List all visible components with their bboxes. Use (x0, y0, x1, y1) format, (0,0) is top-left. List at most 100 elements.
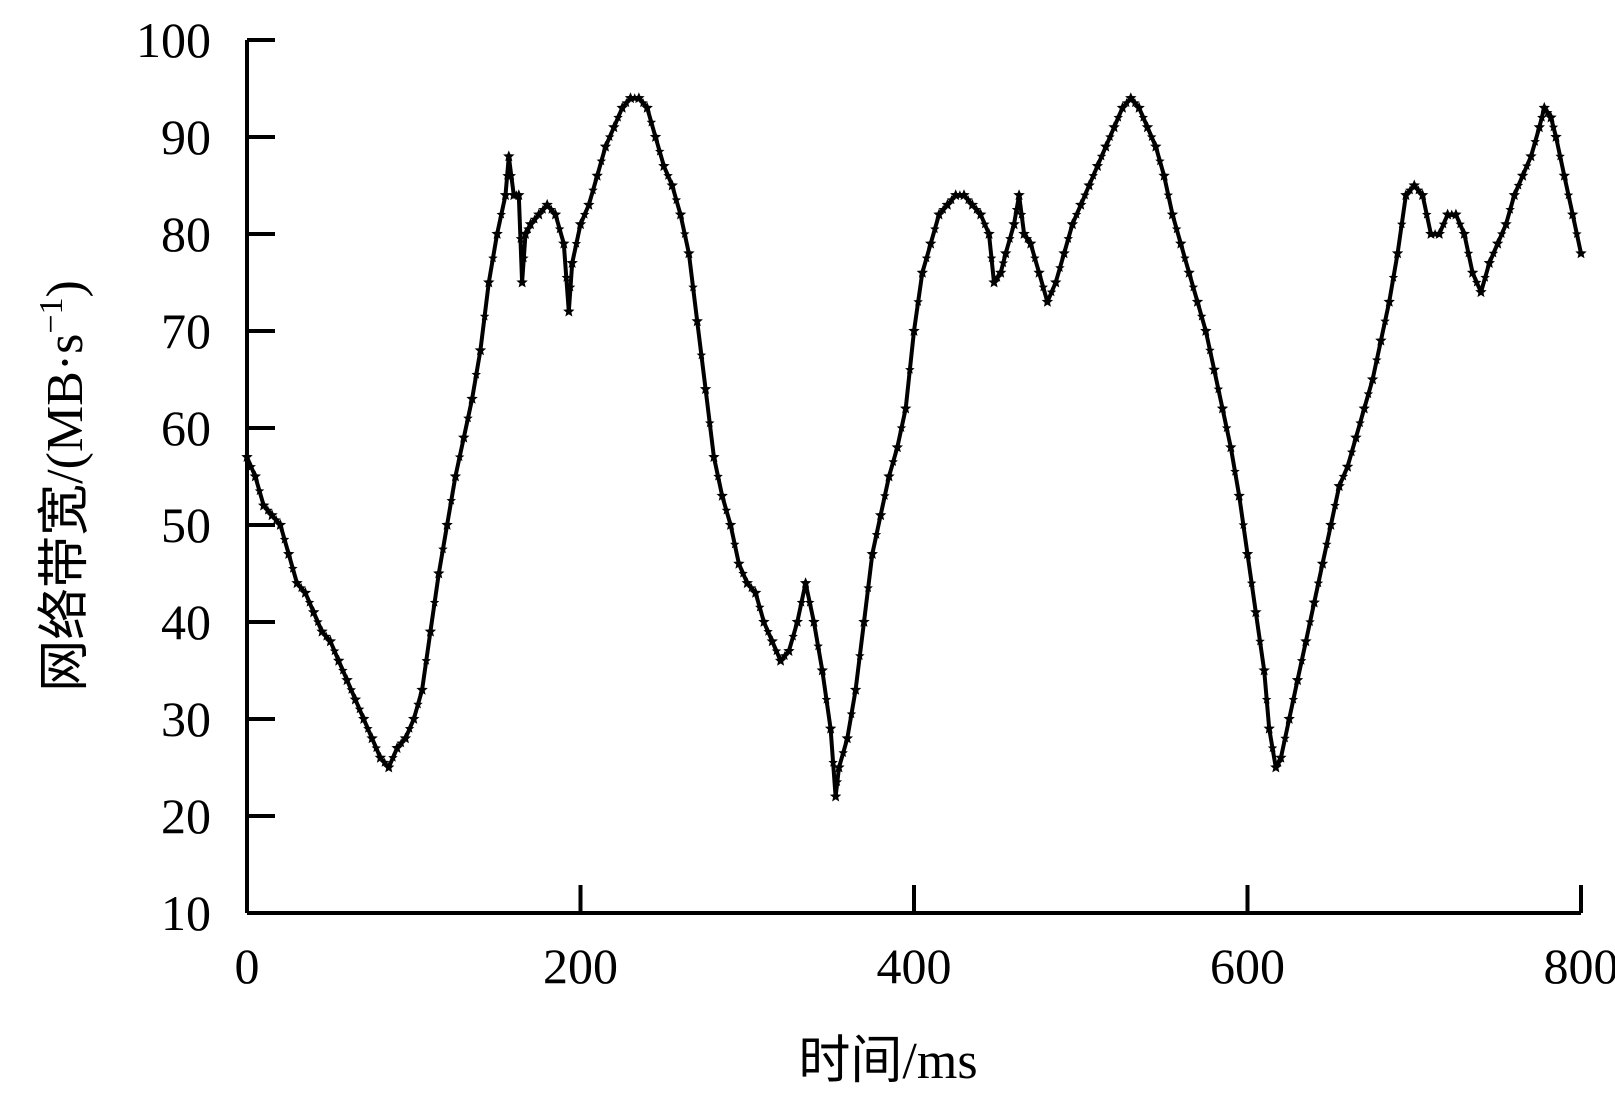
data-point-marker (971, 204, 982, 214)
data-point-marker (1025, 237, 1037, 249)
data-point-marker (933, 208, 945, 220)
data-point-marker (1533, 121, 1545, 133)
data-point-marker (888, 456, 898, 466)
data-point-marker (1075, 198, 1087, 210)
data-point-marker (1530, 136, 1540, 146)
data-point-marker (788, 631, 798, 641)
data-point-marker (374, 751, 387, 763)
data-point-marker (519, 228, 532, 239)
data-point-marker (1466, 266, 1479, 278)
data-point-marker (855, 651, 865, 660)
data-point-marker (925, 237, 937, 249)
data-point-marker (1338, 471, 1349, 481)
y-tick-label: 90 (161, 109, 211, 165)
data-point-marker (1105, 132, 1115, 141)
y-tick-label: 20 (161, 788, 211, 844)
data-point-marker (324, 635, 337, 647)
data-point-marker (796, 597, 807, 607)
data-point-marker (749, 586, 762, 598)
x-tick-label: 0 (235, 938, 260, 994)
data-point-marker (1483, 257, 1495, 268)
data-point-marker (579, 209, 590, 219)
data-point-marker (708, 451, 720, 462)
data-point-marker (655, 146, 665, 156)
data-point-marker (1513, 180, 1524, 190)
data-point-marker (674, 208, 687, 220)
data-point-marker (1341, 460, 1354, 472)
data-point-marker (291, 577, 303, 589)
data-point-marker (1166, 208, 1179, 220)
data-point-marker (299, 586, 312, 598)
data-point-marker (866, 548, 878, 559)
y-tick-label: 60 (161, 400, 211, 456)
data-point-marker (1267, 743, 1278, 753)
data-point-marker (458, 431, 470, 443)
data-point-marker (799, 577, 812, 589)
x-tick-label: 800 (1544, 938, 1615, 994)
data-point-marker (1096, 151, 1107, 161)
data-point-marker (566, 257, 578, 268)
data-point-marker (523, 224, 533, 234)
data-point-marker (1372, 355, 1382, 365)
data-point-marker (921, 253, 932, 263)
data-point-marker (554, 224, 565, 234)
data-point-marker (1548, 122, 1559, 132)
data-point-marker (546, 204, 557, 214)
data-point-marker (621, 98, 632, 108)
data-point-marker (896, 423, 907, 432)
data-point-marker (1208, 363, 1220, 375)
data-point-marker (1091, 160, 1104, 171)
data-point-marker (633, 92, 645, 104)
data-point-marker (1313, 578, 1324, 588)
data-point-marker (1191, 295, 1204, 307)
data-point-marker (1322, 539, 1332, 549)
data-point-marker (1380, 316, 1390, 326)
data-point-marker (1567, 208, 1579, 220)
data-point-marker (1008, 218, 1020, 230)
data-point-marker (396, 738, 406, 748)
data-point-marker (388, 752, 398, 762)
data-point-marker (716, 489, 728, 501)
data-point-marker (1375, 334, 1387, 346)
data-point-marker (1516, 169, 1529, 181)
data-point-marker (533, 208, 545, 220)
y-tick-label: 10 (161, 885, 211, 941)
data-point-marker (338, 665, 348, 675)
data-point-marker (421, 655, 431, 665)
data-point-marker (424, 625, 437, 637)
data-point-marker (1083, 179, 1095, 191)
data-point-marker (1537, 112, 1547, 122)
data-point-marker (1041, 295, 1054, 307)
data-point-marker (1291, 674, 1304, 686)
data-point-marker (483, 276, 495, 288)
data-point-marker (1550, 131, 1562, 142)
data-point-marker (463, 413, 473, 423)
data-point-marker (1055, 262, 1065, 272)
data-point-marker (1221, 423, 1232, 432)
data-point-marker (1422, 209, 1432, 219)
data-point-marker (506, 170, 517, 180)
data-point-marker (563, 305, 575, 317)
data-point-marker (1038, 282, 1048, 292)
data-point-marker (1230, 466, 1240, 476)
data-point-marker (1480, 272, 1490, 282)
data-point-marker (1358, 402, 1370, 414)
y-tick-label: 30 (161, 691, 211, 747)
data-point-marker (905, 364, 915, 374)
data-point-marker (515, 233, 526, 243)
data-point-marker (538, 204, 548, 214)
y-tick-label: 70 (161, 303, 211, 359)
data-point-marker (541, 198, 553, 210)
data-point-marker (1347, 447, 1357, 457)
data-point-marker (408, 713, 420, 724)
data-point-marker (1011, 204, 1022, 214)
data-point-marker (828, 757, 838, 767)
data-point-marker (574, 218, 587, 230)
data-point-marker (1150, 140, 1162, 152)
data-point-marker (246, 461, 256, 471)
data-point-marker (1116, 101, 1129, 113)
data-point-marker (874, 509, 887, 521)
data-point-marker (1330, 500, 1340, 510)
data-point-marker (1438, 219, 1449, 229)
data-point-marker (838, 748, 848, 757)
